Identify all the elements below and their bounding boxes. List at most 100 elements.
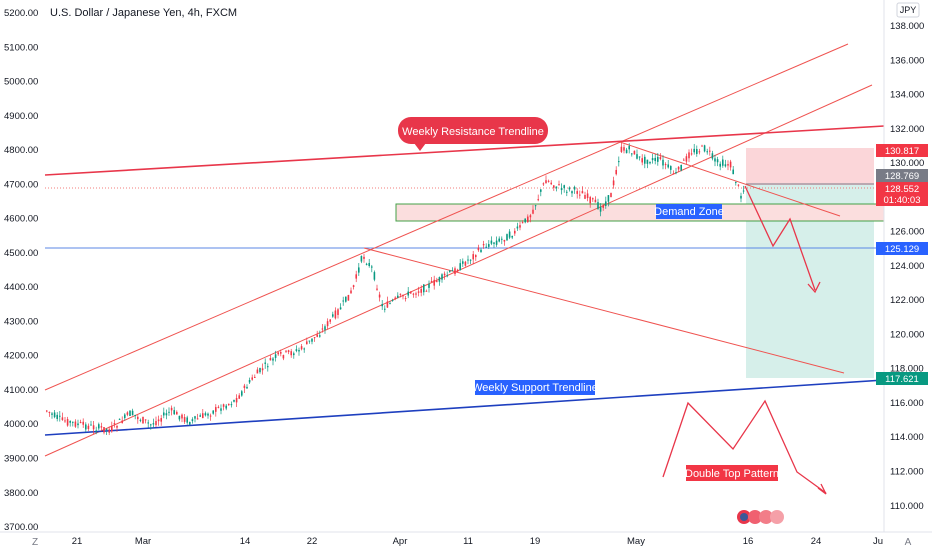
candle-body	[246, 387, 248, 389]
candle-body	[662, 160, 664, 166]
candle-body	[184, 417, 186, 422]
candle-body	[210, 416, 212, 417]
candle-body	[732, 170, 734, 175]
right-axis-tick: 112.000	[890, 467, 924, 478]
candle-body	[597, 202, 599, 209]
candle-body	[459, 263, 461, 270]
candle-body	[563, 185, 565, 188]
right-axis-tick: 138.000	[890, 21, 924, 32]
candle-body	[602, 205, 604, 207]
candle-body	[524, 218, 526, 222]
left-axis-tick: 3800.00	[4, 488, 38, 499]
candle-body	[322, 328, 324, 329]
candle-body	[618, 161, 620, 162]
candle-body	[480, 250, 482, 252]
auto-scale-icon[interactable]: A	[905, 537, 912, 548]
candle-body	[670, 166, 672, 170]
double-top-label[interactable]: Double Top Pattern	[685, 465, 779, 481]
candle-body	[693, 149, 695, 152]
support-trendline-label[interactable]: Weekly Support Trendline	[472, 380, 598, 395]
candle-body	[353, 285, 355, 287]
candle-body	[719, 164, 721, 167]
candle-body	[368, 263, 370, 266]
candle-body	[654, 158, 656, 161]
candle-body	[511, 236, 513, 238]
candle-body	[350, 291, 352, 294]
candle-body	[623, 147, 625, 150]
candle-body	[686, 156, 688, 161]
right-axis-tick: 122.000	[890, 295, 924, 306]
candle-body	[137, 417, 139, 419]
candle-body	[98, 424, 100, 428]
candle-body	[88, 426, 90, 429]
candle-body	[621, 147, 623, 152]
right-axis[interactable]: 138.000136.000134.000132.000130.000128.0…	[890, 21, 924, 512]
candle-body	[129, 411, 131, 416]
candle-body	[218, 407, 220, 408]
candle-body	[441, 274, 443, 279]
candle-body	[657, 157, 659, 162]
candle-body	[280, 352, 282, 354]
candle-body	[194, 416, 196, 418]
candle-body	[641, 158, 643, 162]
candle-body	[483, 244, 485, 245]
candle-body	[636, 154, 638, 159]
candle-body	[488, 244, 490, 247]
candle-body	[189, 422, 191, 425]
candle-body	[111, 426, 113, 431]
candle-body	[233, 400, 235, 402]
candle-body	[496, 241, 498, 245]
candle-body	[712, 153, 714, 158]
candle-body	[576, 191, 578, 194]
candle-body	[475, 255, 477, 257]
candle-body	[644, 157, 646, 164]
candle-body	[327, 321, 329, 326]
candle-body	[114, 423, 116, 424]
candle-body	[543, 183, 545, 184]
candle-body	[725, 164, 727, 166]
left-axis[interactable]: 5200.00 5100.00 5000.00 4900.00 4800.00 4700.…	[4, 8, 38, 533]
candle-body	[51, 413, 53, 414]
candle-body	[303, 348, 305, 349]
candle-body	[374, 272, 376, 280]
candle-body	[673, 173, 675, 174]
candle-body	[446, 275, 448, 276]
candle-body	[270, 358, 272, 360]
candle-body	[595, 200, 597, 203]
candle-body	[584, 195, 586, 199]
economic-events-icon[interactable]	[737, 510, 784, 524]
candle-body	[309, 341, 311, 342]
candle-body	[108, 429, 110, 432]
candle-body	[82, 422, 84, 425]
candle-body	[498, 239, 500, 242]
time-axis[interactable]: 21 Mar 14 22 Apr 11 19 May 16 24 Ju	[72, 536, 883, 547]
candle-body	[561, 188, 563, 190]
candle-body	[615, 170, 617, 174]
candle-body	[192, 419, 194, 421]
zoom-icon[interactable]: Z	[32, 537, 38, 548]
candle-body	[80, 422, 82, 423]
resistance-callout[interactable]: Weekly Resistance Trendline	[398, 117, 548, 151]
candle-body	[660, 157, 662, 159]
candle-body	[90, 425, 92, 426]
right-axis-tick: 130.000	[890, 158, 924, 169]
candle-body	[735, 182, 737, 183]
candle-body	[587, 193, 589, 198]
candle-body	[457, 270, 459, 272]
time-axis-tick: 24	[811, 536, 822, 547]
price-label: 01:40:03	[884, 195, 921, 206]
candle-body	[675, 172, 677, 173]
price-label: 125.129	[885, 244, 919, 255]
candle-body	[485, 247, 487, 248]
candle-body	[550, 183, 552, 184]
candle-body	[134, 415, 136, 416]
candle-body	[371, 266, 373, 267]
candle-body	[49, 412, 51, 413]
candle-body	[163, 413, 165, 416]
right-axis-tick: 126.000	[890, 227, 924, 238]
candle-body	[452, 270, 454, 271]
support-trendline-label-text: Weekly Support Trendline	[472, 382, 598, 394]
demand-zone-label[interactable]: Demand Zone	[654, 204, 724, 219]
